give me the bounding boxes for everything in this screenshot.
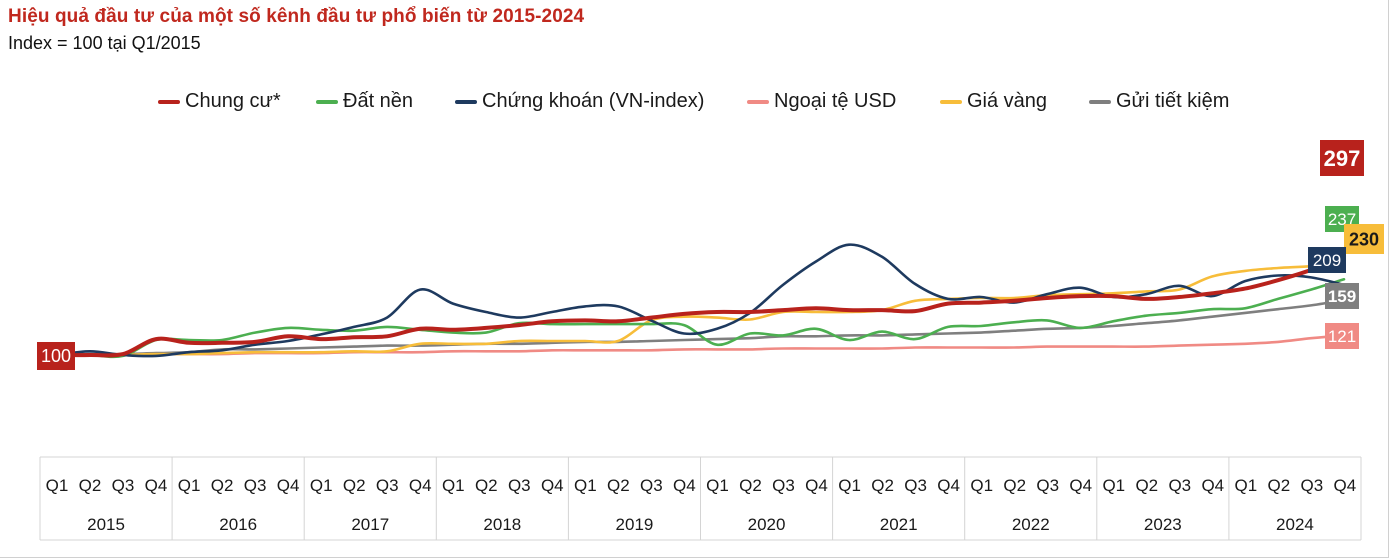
chart-title: Hiệu quả đầu tư của một số kênh đầu tư p… (8, 6, 585, 27)
legend-item-ngoai-te: Ngoại tệ USD (747, 90, 896, 113)
legend-label-dat-nen: Đất nền (343, 90, 414, 112)
x-tick-quarter: Q4 (805, 476, 828, 495)
x-tick-quarter: Q1 (442, 476, 465, 495)
x-tick-quarter: Q3 (1036, 476, 1059, 495)
legend-swatch-chung-khoan (455, 99, 477, 104)
x-tick-quarter: Q1 (838, 476, 861, 495)
x-tick-year: 2020 (748, 515, 786, 534)
x-tick-quarter: Q3 (508, 476, 531, 495)
x-tick-quarter: Q3 (772, 476, 795, 495)
x-tick-quarter: Q2 (871, 476, 894, 495)
x-tick-year: 2016 (219, 515, 257, 534)
x-tick-quarter: Q2 (1268, 476, 1291, 495)
x-tick-quarter: Q2 (211, 476, 234, 495)
legend-label-gui-tiet-kiem: Gửi tiết kiệm (1116, 90, 1230, 112)
legend-item-chung-cu: Chung cư* (158, 90, 281, 113)
legend-swatch-dat-nen (316, 99, 338, 104)
x-tick-quarter: Q3 (904, 476, 927, 495)
legend-swatch-chung-cu (158, 99, 180, 104)
start-label-text: 100 (41, 346, 71, 366)
end-label-box (1308, 247, 1346, 273)
x-tick-quarter: Q4 (1334, 476, 1357, 495)
x-tick-year: 2024 (1276, 515, 1314, 534)
end-label-box (1325, 283, 1359, 309)
series-line-chung-cu (55, 253, 1346, 358)
x-tick-quarter: Q1 (706, 476, 729, 495)
x-tick-year: 2015 (87, 515, 125, 534)
end-label-gui-tiet-kiem: 159 (1325, 283, 1359, 309)
end-label-chung-cu: 297 (1320, 140, 1364, 176)
x-tick-quarter: Q1 (1235, 476, 1258, 495)
end-label-ngoai-te: 121 (1325, 323, 1359, 349)
x-tick-quarter: Q4 (409, 476, 432, 495)
legend-item-chung-khoan: Chứng khoán (VN-index) (455, 90, 704, 113)
x-tick-quarter: Q4 (1201, 476, 1224, 495)
end-label-box (1344, 224, 1384, 254)
x-tick-quarter: Q3 (112, 476, 135, 495)
x-tick-quarter: Q4 (937, 476, 960, 495)
chart-legend: Chung cư* Đất nền Chứng khoán (VN-index)… (0, 90, 1390, 120)
legend-label-ngoai-te: Ngoại tệ USD (774, 90, 897, 112)
x-tick-quarter: Q4 (673, 476, 696, 495)
legend-swatch-ngoai-te (747, 99, 769, 104)
x-tick-year: 2021 (880, 515, 918, 534)
series-line-gia-vang (55, 262, 1346, 357)
start-label-box (37, 342, 75, 370)
legend-label-gia-vang: Giá vàng (967, 90, 1048, 112)
x-tick-quarter: Q4 (1069, 476, 1092, 495)
x-tick-quarter: Q2 (1135, 476, 1158, 495)
end-label-text: 121 (1328, 327, 1356, 346)
chart-subtitle: Index = 100 tại Q1/2015 (8, 33, 201, 53)
x-tick-quarter: Q1 (310, 476, 333, 495)
x-tick-year: 2019 (616, 515, 654, 534)
x-tick-quarter: Q2 (343, 476, 366, 495)
x-tick-quarter: Q2 (475, 476, 498, 495)
legend-label-chung-khoan: Chứng khoán (VN-index) (482, 90, 705, 112)
start-label: 100 (37, 342, 75, 370)
legend-label-chung-cu: Chung cư* (185, 90, 281, 112)
end-label-box (1320, 140, 1364, 176)
series-line-gui-tiet-kiem (55, 298, 1346, 357)
x-tick-quarter: Q3 (1301, 476, 1324, 495)
x-tick-quarter: Q1 (1102, 476, 1125, 495)
end-label-gia-vang: 230 (1344, 224, 1384, 254)
x-tick-quarter: Q3 (640, 476, 663, 495)
end-label-text: 230 (1349, 229, 1379, 249)
legend-swatch-gia-vang (940, 99, 962, 104)
end-label-box (1325, 323, 1359, 349)
end-label-chung-khoan: 209 (1308, 247, 1346, 273)
x-tick-quarter: Q1 (178, 476, 201, 495)
x-tick-quarter: Q3 (376, 476, 399, 495)
x-tick-year: 2018 (483, 515, 521, 534)
end-label-text: 209 (1313, 251, 1341, 270)
x-tick-quarter: Q4 (277, 476, 300, 495)
x-tick-year: 2023 (1144, 515, 1182, 534)
x-tick-quarter: Q4 (541, 476, 564, 495)
legend-item-gui-tiet-kiem: Gửi tiết kiệm (1089, 90, 1229, 113)
legend-item-dat-nen: Đất nền (316, 90, 413, 113)
x-tick-quarter: Q1 (970, 476, 993, 495)
x-tick-year: 2022 (1012, 515, 1050, 534)
legend-item-gia-vang: Giá vàng (940, 90, 1047, 113)
x-tick-quarter: Q3 (244, 476, 267, 495)
x-tick-quarter: Q2 (79, 476, 102, 495)
end-label-text: 297 (1324, 146, 1361, 171)
x-tick-quarter: Q1 (46, 476, 69, 495)
x-tick-quarter: Q4 (145, 476, 168, 495)
x-tick-quarter: Q2 (1003, 476, 1026, 495)
end-label-text: 159 (1328, 287, 1356, 306)
x-tick-quarter: Q3 (1168, 476, 1191, 495)
x-tick-quarter: Q2 (739, 476, 762, 495)
x-tick-year: 2017 (351, 515, 389, 534)
series-line-dat-nen (55, 278, 1346, 359)
legend-swatch-gui-tiet-kiem (1089, 99, 1111, 104)
x-tick-quarter: Q2 (607, 476, 630, 495)
x-tick-quarter: Q1 (574, 476, 597, 495)
x-axis: Q1 Q2 Q3 Q4 2015 Q1 Q2 Q3 Q4 2016 Q1 Q2 Q3 Q4 2017 Q1 Q2… (39, 456, 1362, 541)
